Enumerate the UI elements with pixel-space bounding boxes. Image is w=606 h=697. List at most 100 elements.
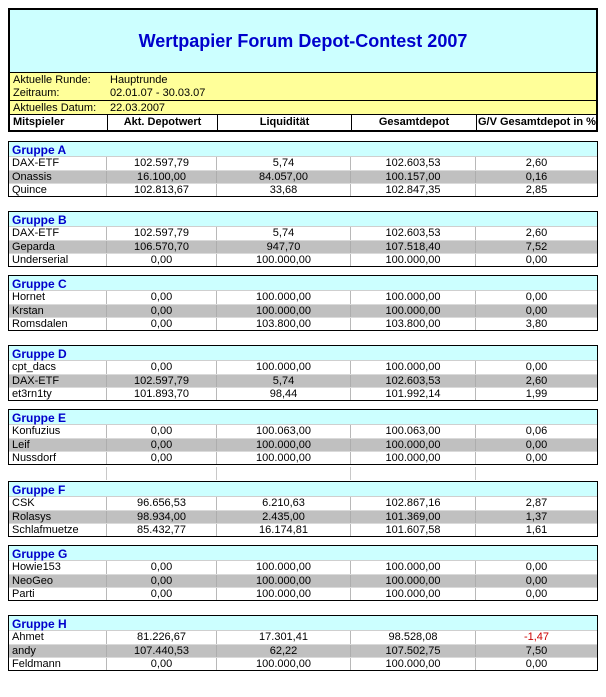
- gesamtdepot-cell: 101.369,00: [351, 511, 476, 523]
- gv-percent-cell: 1,61: [525, 524, 548, 536]
- info-row-datum: Aktuelles Datum: 22.03.2007: [10, 100, 596, 114]
- info-label: Aktuelle Runde:: [13, 74, 91, 86]
- table-row: Ahmet 81.226,67 17.301,41 98.528,08 -1,4…: [9, 631, 597, 644]
- group-section: Gruppe F CSK 96.656,53 6.210,63 102.867,…: [8, 481, 598, 537]
- group-rows: cpt_dacs 0,00 100.000,00 100.000,00 0,00…: [9, 361, 597, 400]
- gesamtdepot-cell: 100.000,00: [351, 361, 476, 374]
- player-name-cell: Quince: [9, 184, 107, 196]
- column-header-row: Mitspieler Akt. Depotwert Liquidität Gesamt…: [10, 114, 596, 130]
- player-name-cell: Nussdorf: [9, 452, 107, 464]
- liquiditaet-cell: 100.000,00: [217, 452, 351, 464]
- player-name-cell: Feldmann: [9, 658, 107, 670]
- group-section: Gruppe H Ahmet 81.226,67 17.301,41 98.52…: [8, 615, 598, 671]
- player-name-cell: Leif: [9, 439, 107, 451]
- info-value: 22.03.2007: [110, 102, 166, 114]
- liquiditaet-cell: 100.000,00: [217, 561, 351, 574]
- player-name-cell: cpt_dacs: [9, 361, 107, 374]
- player-name-cell: Underserial: [9, 254, 107, 266]
- table-row: DAX-ETF 102.597,79 5,74 102.603,53 2,60: [9, 227, 597, 240]
- depotwert-cell: 0,00: [107, 425, 217, 438]
- column-header-cell: G/V Gesamtdepot in %: [478, 116, 596, 128]
- player-name-cell: Parti: [9, 588, 107, 600]
- group-section: Gruppe B DAX-ETF 102.597,79 5,74 102.603…: [8, 211, 598, 267]
- group-rows: Ahmet 81.226,67 17.301,41 98.528,08 -1,4…: [9, 631, 597, 670]
- table-row: Konfuzius 0,00 100.063,00 100.063,00 0,0…: [9, 425, 597, 438]
- depotwert-cell: 98.934,00: [107, 511, 217, 523]
- gv-percent-cell: 1,37: [525, 511, 548, 523]
- player-name-cell: DAX-ETF: [9, 375, 107, 387]
- table-row: Nussdorf 0,00 100.000,00 100.000,00 0,00: [9, 451, 597, 464]
- liquiditaet-cell: 103.800,00: [217, 318, 351, 330]
- group-section: Gruppe C Hornet 0,00 100.000,00 100.000,…: [8, 275, 598, 331]
- liquiditaet-cell: 5,74: [217, 227, 351, 240]
- gesamtdepot-cell: 102.603,53: [351, 157, 476, 170]
- group-header-row: Gruppe C: [9, 276, 597, 291]
- gesamtdepot-cell: 100.000,00: [351, 291, 476, 304]
- spacer-cell: [9, 467, 107, 480]
- gv-percent-cell: 0,06: [525, 425, 548, 437]
- gesamtdepot-cell: 102.867,16: [351, 497, 476, 510]
- player-name-cell: DAX-ETF: [9, 157, 107, 170]
- group-name: Gruppe C: [12, 277, 67, 291]
- group-rows: DAX-ETF 102.597,79 5,74 102.603,53 2,60 …: [9, 157, 597, 196]
- group-header-row: Gruppe G: [9, 546, 597, 561]
- liquiditaet-cell: 100.000,00: [217, 361, 351, 374]
- liquiditaet-cell: 100.000,00: [217, 588, 351, 600]
- gesamtdepot-cell: 100.157,00: [351, 171, 476, 183]
- group-header-row: Gruppe H: [9, 616, 597, 631]
- gv-percent-cell: 0,00: [525, 575, 548, 587]
- gv-percent-cell: 0,16: [525, 171, 548, 183]
- group-header-row: Gruppe D: [9, 346, 597, 361]
- table-row: DAX-ETF 102.597,79 5,74 102.603,53 2,60: [9, 157, 597, 170]
- depotwert-cell: 102.597,79: [107, 227, 217, 240]
- liquiditaet-cell: 100.000,00: [217, 305, 351, 317]
- player-name-cell: Geparda: [9, 241, 107, 253]
- gesamtdepot-cell: 101.992,14: [351, 388, 476, 400]
- gesamtdepot-cell: 100.063,00: [351, 425, 476, 438]
- depotwert-cell: 0,00: [107, 588, 217, 600]
- group-name: Gruppe B: [12, 213, 67, 227]
- liquiditaet-cell: 33,68: [217, 184, 351, 196]
- gesamtdepot-cell: 100.000,00: [351, 254, 476, 266]
- depotwert-cell: 102.597,79: [107, 375, 217, 387]
- depotwert-cell: 101.893,70: [107, 388, 217, 400]
- group-section: Gruppe D cpt_dacs 0,00 100.000,00 100.00…: [8, 345, 598, 401]
- depotwert-cell: 85.432,77: [107, 524, 217, 536]
- liquiditaet-cell: 6.210,63: [217, 497, 351, 510]
- gv-percent-cell: 2,85: [525, 184, 548, 196]
- gesamtdepot-cell: 102.603,53: [351, 227, 476, 240]
- depotwert-cell: 96.656,53: [107, 497, 217, 510]
- liquiditaet-cell: 5,74: [217, 157, 351, 170]
- depotwert-cell: 102.813,67: [107, 184, 217, 196]
- table-row: cpt_dacs 0,00 100.000,00 100.000,00 0,00: [9, 361, 597, 374]
- gv-percent-cell: 2,60: [525, 157, 548, 169]
- group-rows: Howie153 0,00 100.000,00 100.000,00 0,00…: [9, 561, 597, 600]
- player-name-cell: Onassis: [9, 171, 107, 183]
- info-label: Zeitraum:: [13, 87, 60, 99]
- player-name-cell: NeoGeo: [9, 575, 107, 587]
- gesamtdepot-cell: 102.603,53: [351, 375, 476, 387]
- gv-percent-cell: 2,60: [525, 375, 548, 387]
- gv-percent-cell: 3,80: [525, 318, 548, 330]
- group-spacer-row: [9, 467, 597, 480]
- liquiditaet-cell: 100.000,00: [217, 291, 351, 304]
- player-name-cell: Hornet: [9, 291, 107, 304]
- gesamtdepot-cell: 102.847,35: [351, 184, 476, 196]
- liquiditaet-cell: 62,22: [217, 645, 351, 657]
- table-row: andy 107.440,53 62,22 107.502,75 7,50: [9, 644, 597, 657]
- liquiditaet-cell: 100.000,00: [217, 254, 351, 266]
- group-name: Gruppe H: [12, 617, 67, 631]
- depotwert-cell: 16.100,00: [107, 171, 217, 183]
- liquiditaet-cell: 100.000,00: [217, 575, 351, 587]
- gesamtdepot-cell: 100.000,00: [351, 439, 476, 451]
- player-name-cell: Krstan: [9, 305, 107, 317]
- group-header-row: Gruppe F: [9, 482, 597, 497]
- gesamtdepot-cell: 98.528,08: [351, 631, 476, 644]
- gesamtdepot-cell: 103.800,00: [351, 318, 476, 330]
- liquiditaet-cell: 17.301,41: [217, 631, 351, 644]
- player-name-cell: Rolasys: [9, 511, 107, 523]
- liquiditaet-cell: 16.174,81: [217, 524, 351, 536]
- report-header-block: Wertpapier Forum Depot-Contest 2007 Aktu…: [8, 8, 598, 132]
- gv-percent-cell: 0,00: [525, 588, 548, 600]
- table-row: et3rn1ty 101.893,70 98,44 101.992,14 1,9…: [9, 387, 597, 400]
